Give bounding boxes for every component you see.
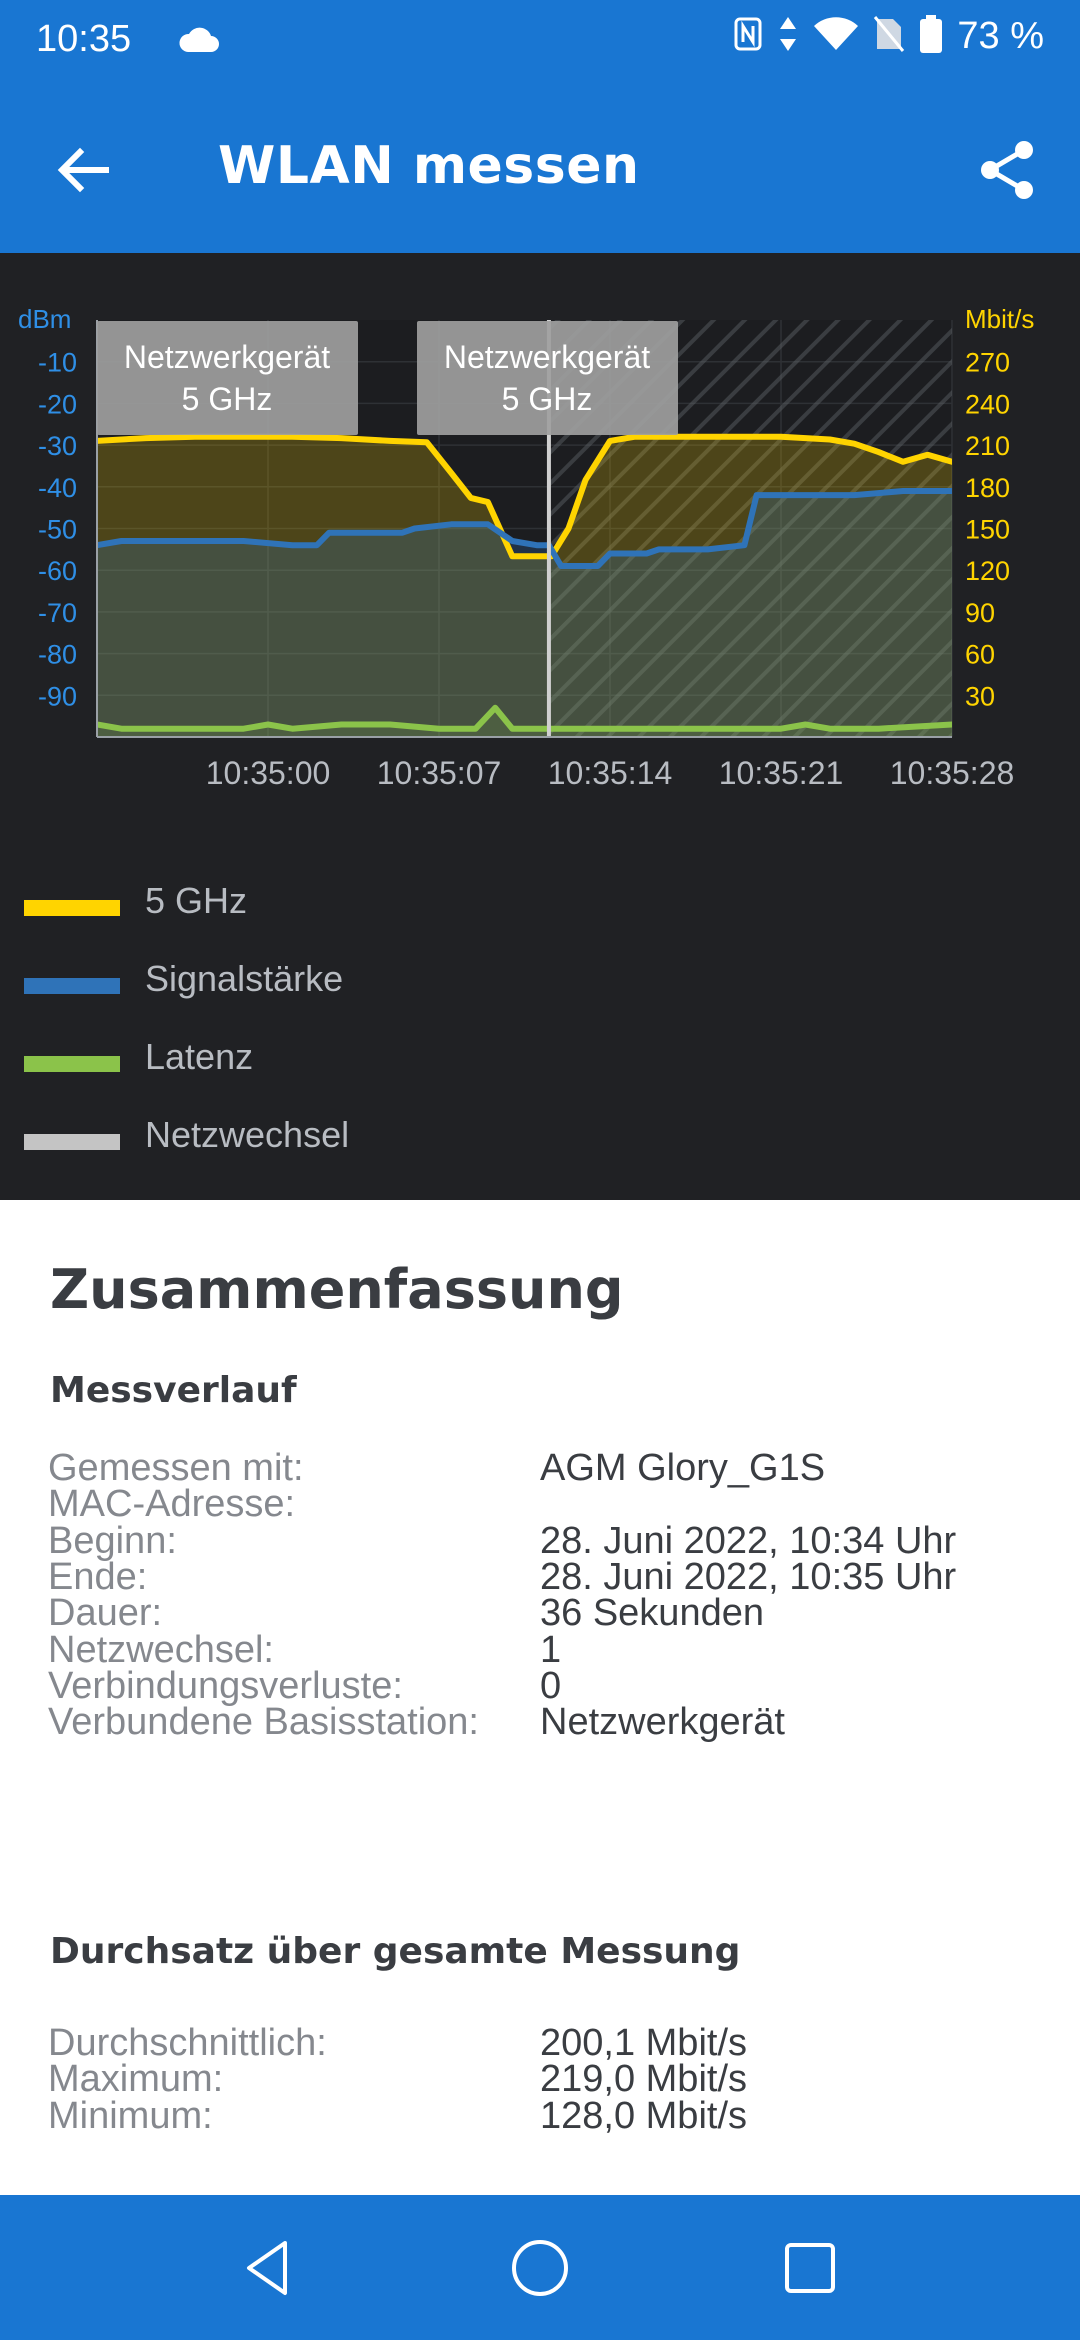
battery-percentage: 73 % <box>957 14 1044 57</box>
x-tick-label: 10:35:07 <box>377 755 502 791</box>
summary-row: Maximum: 219,0 Mbit/s <box>48 2058 1048 2112</box>
y-left-tick-label: -50 <box>38 515 77 545</box>
legend-swatch <box>24 1134 120 1150</box>
y-right-tick-label: 180 <box>965 473 1010 503</box>
nfc-icon <box>733 16 763 56</box>
y-right-tick-label: 60 <box>965 640 995 670</box>
summary-key: MAC-Adresse: <box>48 1483 296 1526</box>
y-left-tick-label: -60 <box>38 556 77 586</box>
section-title-history: Messverlauf <box>50 1370 297 1411</box>
series-area-signalst-rke <box>97 491 952 737</box>
summary-title: Zusammenfassung <box>50 1258 624 1321</box>
data-arrows-icon <box>777 15 799 57</box>
app-bar: WLAN messen <box>0 90 1080 253</box>
summary-value: 1 <box>540 1628 562 1671</box>
legend-label: 5 GHz <box>145 880 248 921</box>
y-left-tick-label: -20 <box>38 389 77 419</box>
y-left-tick-label: -70 <box>38 598 77 628</box>
summary-key: Gemessen mit: <box>48 1447 304 1489</box>
home-circle-icon[interactable] <box>507 2235 573 2301</box>
summary-value: 200,1 Mbit/s <box>540 2022 747 2064</box>
summary-value: 28. Juni 2022, 10:34 Uhr <box>540 1519 957 1562</box>
chart-panel: dBm Mbit/s -10 -20 -30 -40 -50 -60 -70 -80 -90 2… <box>0 253 1080 1200</box>
y-right-tick-label: 120 <box>965 556 1010 586</box>
summary-key: Netzwechsel: <box>48 1628 274 1671</box>
tooltip-2: Netzwerkgerät 5 GHz <box>417 321 678 435</box>
series-line-signalst-rke <box>97 488 952 569</box>
y-right-tick-label: 90 <box>965 598 995 628</box>
tooltip-1-line1: Netzwerkgerät <box>124 339 330 375</box>
summary-value: AGM Glory_G1S <box>540 1447 826 1489</box>
tooltip-2-line2: 5 GHz <box>502 381 593 417</box>
no-sim-icon <box>873 15 905 57</box>
x-tick-label: 10:35:14 <box>548 755 673 791</box>
summary-row: Ende: 28. Juni 2022, 10:35 Uhr <box>48 1556 1048 1610</box>
y-right-tick-label: 240 <box>965 389 1010 419</box>
measurement-chart: dBm Mbit/s -10 -20 -30 -40 -50 -60 -70 -80 -90 2… <box>18 304 1034 791</box>
summary-value: 128,0 Mbit/s <box>540 2094 747 2137</box>
status-time: 10:35 <box>36 18 132 60</box>
y-right-unit: Mbit/s <box>965 304 1034 334</box>
summary-key: Durchschnittlich: <box>48 2022 327 2064</box>
y-right-tick-label: 150 <box>965 515 1010 545</box>
y-left-tick-label: -40 <box>38 473 77 503</box>
battery-icon <box>919 14 943 58</box>
legend-label: Signalstärke <box>145 958 344 999</box>
summary-row: Durchschnittlich: 200,1 Mbit/s <box>48 2022 1048 2076</box>
summary-row: Beginn: 28. Juni 2022, 10:34 Uhr <box>48 1520 1048 1574</box>
legend-swatch <box>24 900 120 916</box>
series-line-latenz <box>97 704 952 732</box>
x-tick-label: 10:35:00 <box>206 755 331 791</box>
y-right-tick-label: 270 <box>965 348 1010 378</box>
summary-key: Minimum: <box>48 2094 213 2137</box>
back-triangle-icon[interactable] <box>235 2235 301 2301</box>
y-right-tick-label: 210 <box>965 431 1010 461</box>
summary-key: Beginn: <box>48 1519 177 1562</box>
legend-swatch <box>24 1056 120 1072</box>
summary-row: Verbundene Basisstation: Netzwerkgerät <box>48 1701 1048 1755</box>
x-tick-label: 10:35:28 <box>890 755 1015 791</box>
summary-value: 28. Juni 2022, 10:35 Uhr <box>540 1555 957 1598</box>
summary-value: 36 Sekunden <box>540 1592 764 1635</box>
recents-square-icon[interactable] <box>777 2235 843 2301</box>
y-left-tick-label: -30 <box>38 431 77 461</box>
summary-row: MAC-Adresse: <box>48 1483 1048 1537</box>
legend-label: Netzwechsel <box>145 1114 350 1155</box>
share-icon[interactable] <box>974 136 1042 204</box>
summary-row: Netzwechsel: 1 <box>48 1629 1048 1683</box>
summary-key: Maximum: <box>48 2058 224 2101</box>
y-left-tick-label: -80 <box>38 640 77 670</box>
series-area-5-ghz <box>97 436 952 737</box>
summary-row: Dauer: 36 Sekunden <box>48 1592 1048 1646</box>
summary-key: Ende: <box>48 1555 148 1598</box>
summary-row: Gemessen mit: AGM Glory_G1S <box>48 1447 1048 1501</box>
legend-swatch <box>24 978 120 994</box>
x-tick-label: 10:35:21 <box>719 755 844 791</box>
page-title: WLAN messen <box>218 136 640 196</box>
legend-label: Latenz <box>145 1036 254 1077</box>
tooltip-1-line2: 5 GHz <box>182 381 273 417</box>
cloud-icon <box>178 24 222 58</box>
wifi-icon <box>813 16 859 56</box>
series-line-5-ghz <box>97 433 952 560</box>
summary-row: Minimum: 128,0 Mbit/s <box>48 2095 1048 2149</box>
summary-key: Verbundene Basisstation: <box>48 1701 479 1744</box>
summary-key: Dauer: <box>48 1592 163 1635</box>
y-left-unit: dBm <box>18 304 71 334</box>
status-bar: 10:35 73 % <box>0 0 1080 90</box>
tooltip-2-line1: Netzwerkgerät <box>444 339 650 375</box>
y-left-tick-label: -90 <box>38 681 77 711</box>
arrow-back-icon[interactable] <box>52 138 116 202</box>
tooltip-1: Netzwerkgerät 5 GHz <box>97 321 358 435</box>
summary-value: 219,0 Mbit/s <box>540 2058 747 2101</box>
summary-row: Verbindungsverluste: 0 <box>48 1665 1048 1719</box>
navigation-bar <box>0 2195 1080 2340</box>
section-title-throughput: Durchsatz über gesamte Messung <box>50 1931 741 1972</box>
y-left-tick-label: -10 <box>38 348 77 378</box>
y-right-tick-label: 30 <box>965 681 995 711</box>
summary-section: Zusammenfassung Messverlauf Gemessen mit… <box>0 1200 1080 2195</box>
summary-key: Verbindungsverluste: <box>48 1664 403 1707</box>
summary-value: 0 <box>540 1664 562 1707</box>
summary-value: Netzwerkgerät <box>540 1701 785 1744</box>
